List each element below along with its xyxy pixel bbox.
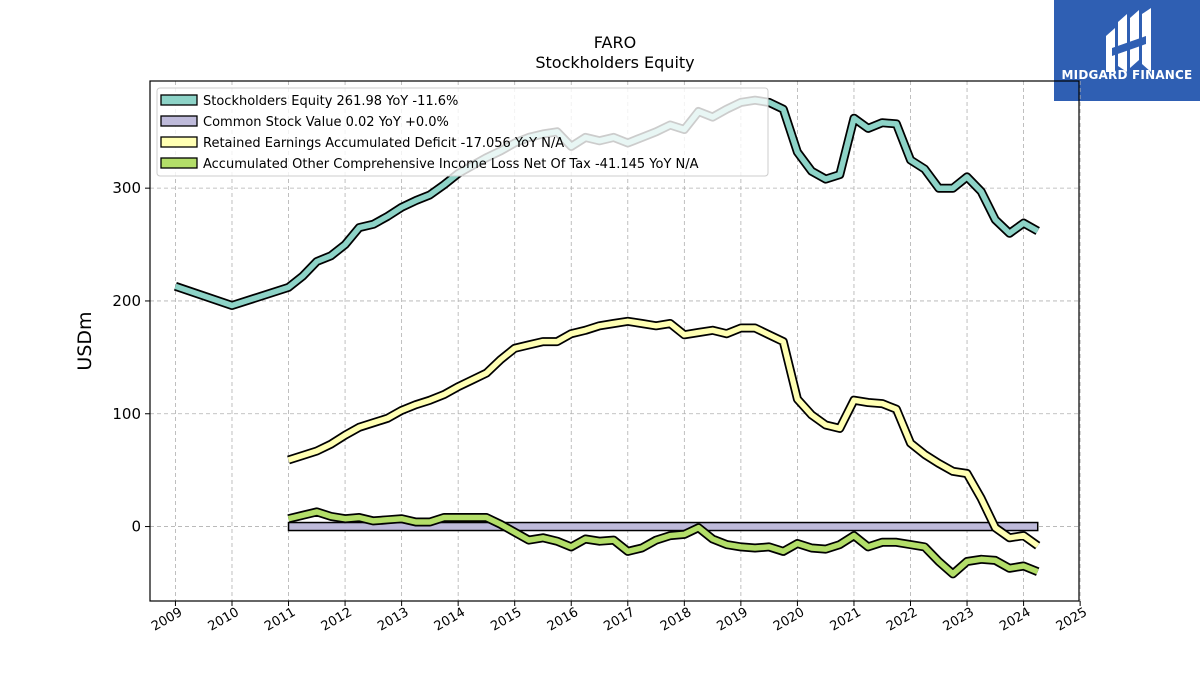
legend-box [156,87,769,177]
x-tick-label: 2019 [715,605,751,635]
x-tick-label: 2017 [601,605,637,635]
x-tick-label: 2015 [488,605,524,635]
legend-label: Common Stock Value 0.02 YoY +0.0% [203,115,449,130]
legend: Stockholders Equity 261.98 YoY -11.6% Com… [156,87,769,177]
x-tick-label: 2020 [771,605,807,635]
legend-swatch [160,157,198,169]
x-tick-label: 2018 [658,605,694,635]
x-tick-label: 2014 [432,605,468,635]
series-3 [287,507,1040,579]
legend-label: Retained Earnings Accumulated Deficit -1… [203,136,564,151]
series-1 [287,521,1039,532]
x-tick-label: 2012 [319,605,355,635]
series-common-stock-band [287,521,1039,532]
series-line [287,509,1039,577]
y-tick-label: 200 [112,292,141,310]
x-tick-label: 2013 [375,605,411,635]
legend-swatch [160,115,198,127]
series-2 [287,316,1041,550]
series-line-outline [287,316,1041,550]
series-line [287,318,1040,548]
y-tick-label: 0 [131,518,141,536]
legend-swatch [160,136,198,148]
x-tick-label: 2009 [149,605,185,635]
x-tick-label: 2011 [262,605,298,635]
midgard-logo-icon [1106,8,1151,72]
brand-logo: MIDGARD FINANCE [1054,0,1200,101]
chart-title: FARO [594,33,636,52]
x-tick-label: 2022 [884,605,920,635]
y-tick-label: 300 [112,179,141,197]
legend-swatch [160,94,198,106]
plot-frame [149,80,1080,602]
brand-name: MIDGARD FINANCE [1061,68,1193,82]
chart-subtitle: Stockholders Equity [535,53,694,72]
x-tick-label: 2023 [941,605,977,635]
x-tick-label: 2021 [828,605,864,635]
legend-label: Accumulated Other Comprehensive Income L… [203,157,699,172]
x-tick-label: 2010 [206,605,242,635]
y-tick-label: 100 [112,405,141,423]
x-tick-label: 2025 [1054,605,1090,635]
x-tick-label: 2016 [545,605,581,635]
y-axis-label: USDm [74,311,96,370]
x-tick-label: 2024 [997,605,1033,635]
legend-label: Stockholders Equity 261.98 YoY -11.6% [203,94,458,109]
